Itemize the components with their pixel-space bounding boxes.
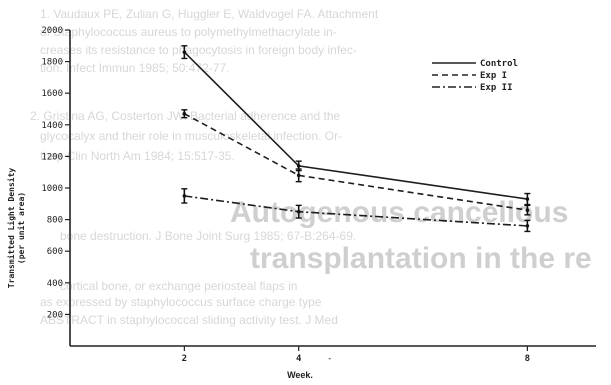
y-tick-label: 200 xyxy=(47,310,63,320)
x-tick-label: 8 xyxy=(525,354,530,364)
ghost-line: bone destruction. J Bone Joint Surg 1985… xyxy=(60,229,356,243)
bleed-through-text: 1. Vaudaux PE, Zulian G, Huggler E, Wald… xyxy=(30,7,592,327)
y-tick-label: 1200 xyxy=(41,152,63,162)
x-tick-label: 2 xyxy=(182,354,187,364)
ghost-line: ABSTRACT in staphylococcal sliding activ… xyxy=(40,313,338,327)
data-point-exp-ii xyxy=(182,194,187,198)
ghost-line: glycocalyx and their role in musculoskel… xyxy=(40,129,342,143)
series-layer xyxy=(181,45,531,233)
x-tick-label: 4 xyxy=(296,354,302,364)
data-point-control xyxy=(296,164,301,168)
data-point-control xyxy=(182,50,187,54)
y-tick-label: 1400 xyxy=(41,121,63,131)
data-point-exp-ii xyxy=(296,209,301,214)
y-tick-label: 2000 xyxy=(41,26,63,36)
ghost-line: thop Clin North Am 1984; 15:517-35. xyxy=(40,149,235,163)
ghost-line: of Staphylococcus aureus to polymethylme… xyxy=(40,25,337,39)
y-tick-label: 800 xyxy=(47,216,63,226)
series-line-exp-i xyxy=(183,113,528,211)
data-point-exp-i xyxy=(296,173,301,178)
chart-legend: Control Exp I Exp II xyxy=(432,59,518,93)
ghost-line: tion. Infect Immun 1985; 50:472-77. xyxy=(40,61,229,75)
ghost-line: 2. Gristina AG, Costerton JW. Bacterial … xyxy=(30,109,340,123)
ghost-line: 1. Vaudaux PE, Zulian G, Huggler E, Wald… xyxy=(40,7,379,21)
ghost-line: cortical bone, or exchange periosteal fl… xyxy=(60,279,297,293)
ghost-heading: transplantation in the re xyxy=(250,242,592,275)
y-tick-label: 1800 xyxy=(41,58,63,68)
y-tick-label: 400 xyxy=(47,279,63,289)
ghost-heading: Autogenous cancellous xyxy=(230,196,568,229)
x-ticks: 2 4 8 xyxy=(182,346,530,364)
legend-label-exp-i: Exp I xyxy=(480,71,507,81)
y-tick-label: 1600 xyxy=(41,89,63,99)
ghost-line: as expressed by staphylococcus surface c… xyxy=(40,295,322,309)
data-point-exp-i xyxy=(182,111,187,116)
y-axis-title: Transmitted Light Density xyxy=(6,168,16,289)
y-ticks: 200 400 600 800 1000 1200 1400 1600 1800 2000 xyxy=(41,26,70,320)
x-axis-title: Week. xyxy=(287,370,313,380)
legend-label-exp-ii: Exp II xyxy=(480,83,513,93)
y-tick-label: 1000 xyxy=(41,184,63,194)
data-point-exp-i xyxy=(525,208,530,212)
legend-label-control: Control xyxy=(480,59,518,69)
series-line-control xyxy=(183,51,528,200)
data-point-control xyxy=(525,197,530,201)
y-tick-label: 600 xyxy=(47,247,63,257)
annotation-dash: - xyxy=(327,354,332,364)
y-axis-subtitle: (per unit area) xyxy=(16,192,26,264)
data-point-exp-ii xyxy=(525,224,530,228)
ghost-line: creases its resistance to phagocytosis i… xyxy=(40,43,357,57)
